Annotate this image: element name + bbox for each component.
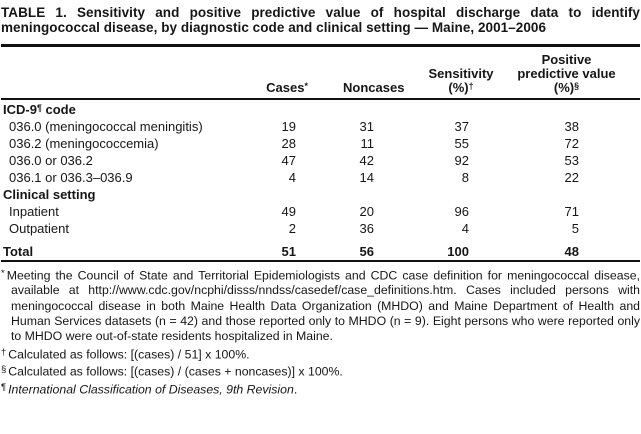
column-header-cases: Cases* xyxy=(251,45,313,100)
row-label: 036.2 (meningococcemia) xyxy=(9,135,159,151)
cell-noncases: 36 xyxy=(359,220,374,236)
cell-cases: 19 xyxy=(281,118,296,134)
footnote-text: Calculated as follows: [(cases) / (cases… xyxy=(8,364,343,379)
page-title: TABLE 1. Sensitivity and positive predic… xyxy=(1,5,640,35)
table-row: 036.0 (meningococcal meningitis) 19 31 3… xyxy=(1,118,640,135)
column-header-noncases: Noncases xyxy=(313,45,404,100)
cell-cases: 49 xyxy=(281,203,296,219)
footnote-text: Calculated as follows: [(cases) / 51] x … xyxy=(8,347,250,362)
cell-noncases: 42 xyxy=(359,152,374,168)
cell-noncases: 20 xyxy=(359,203,374,219)
footnote-section-sign: § Calculated as follows: [(cases) / (case… xyxy=(1,362,640,380)
footnote-marker-pilcrow: ¶ xyxy=(1,382,7,394)
column-header-sensitivity: Sensitivity (%)† xyxy=(393,45,501,100)
table-row: 036.0 or 036.2 47 42 92 53 xyxy=(1,152,640,169)
cell-sensitivity: 8 xyxy=(461,169,469,185)
row-label: Outpatient xyxy=(9,220,69,236)
cell-noncases: 14 xyxy=(359,169,374,185)
footnotes: * Meeting the Council of State and Territ… xyxy=(1,266,640,398)
cell-noncases: 56 xyxy=(313,236,393,262)
cell-ppv: 48 xyxy=(501,236,640,262)
cell-ppv: 22 xyxy=(564,169,579,185)
cell-sensitivity: 55 xyxy=(454,135,469,151)
cell-cases: 28 xyxy=(281,135,296,151)
cell-noncases: 11 xyxy=(360,135,375,151)
footnote-pilcrow: ¶ International Classification of Disease… xyxy=(1,380,640,398)
footnote-text-italic: International Classification of Diseases… xyxy=(8,382,294,397)
cell-cases: 2 xyxy=(288,220,296,236)
row-label: Inpatient xyxy=(9,203,59,219)
row-label: 036.0 or 036.2 xyxy=(9,152,93,168)
cell-ppv: 71 xyxy=(564,203,579,219)
section-row-clinical-setting: Clinical setting xyxy=(3,186,96,202)
footnote-marker-pilcrow: ¶ xyxy=(36,102,42,113)
footnote-marker-dagger: † xyxy=(468,81,474,91)
cell-ppv: 53 xyxy=(564,152,579,168)
cell-cases: 51 xyxy=(251,236,313,262)
table-row: Inpatient 49 20 96 71 xyxy=(1,203,640,220)
footnote-marker-dagger: † xyxy=(1,346,7,358)
footnote-text: Meeting the Council of State and Territo… xyxy=(6,268,640,344)
footnote-marker-asterisk: * xyxy=(304,81,308,91)
cell-noncases: 31 xyxy=(359,118,374,134)
cell-sensitivity: 92 xyxy=(454,152,469,168)
data-table: Cases* Noncases Sensitivity (%)† Positive… xyxy=(1,44,640,262)
row-label: 036.0 (meningococcal meningitis) xyxy=(9,118,203,134)
table-row: Outpatient 2 36 4 5 xyxy=(1,220,640,237)
footnote-marker-section: § xyxy=(574,81,580,91)
cell-cases: 47 xyxy=(281,152,296,168)
cell-ppv: 5 xyxy=(571,220,579,236)
footnote-text: . xyxy=(293,382,298,397)
cell-sensitivity: 37 xyxy=(454,118,469,134)
section-row-icd9: ICD-9¶ code xyxy=(3,101,76,117)
footnote-dagger: † Calculated as follows: [(cases) / 51] x… xyxy=(1,345,640,363)
table-row: 036.1 or 036.3–036.9 4 14 8 22 xyxy=(1,169,640,186)
table-row: 036.2 (meningococcemia) 28 11 55 72 xyxy=(1,135,640,152)
footnote-marker-asterisk: * xyxy=(1,267,5,279)
cell-ppv: 38 xyxy=(564,118,579,134)
header-row: Cases* Noncases Sensitivity (%)† Positive… xyxy=(1,45,640,100)
footnote-marker-section: § xyxy=(1,364,7,376)
cell-cases: 4 xyxy=(288,169,296,185)
cell-ppv: 72 xyxy=(564,135,579,151)
row-label: 036.1 or 036.3–036.9 xyxy=(9,169,133,185)
row-label: Total xyxy=(1,236,251,262)
footnote-asterisk: * Meeting the Council of State and Territ… xyxy=(1,266,640,345)
column-header-blank xyxy=(1,45,251,100)
cell-sensitivity: 96 xyxy=(454,203,469,219)
total-row: Total 51 56 100 48 xyxy=(1,236,640,262)
cell-sensitivity: 100 xyxy=(393,236,501,262)
cell-sensitivity: 4 xyxy=(461,220,469,236)
column-header-ppv: Positive predictive value (%)§ xyxy=(501,45,640,100)
